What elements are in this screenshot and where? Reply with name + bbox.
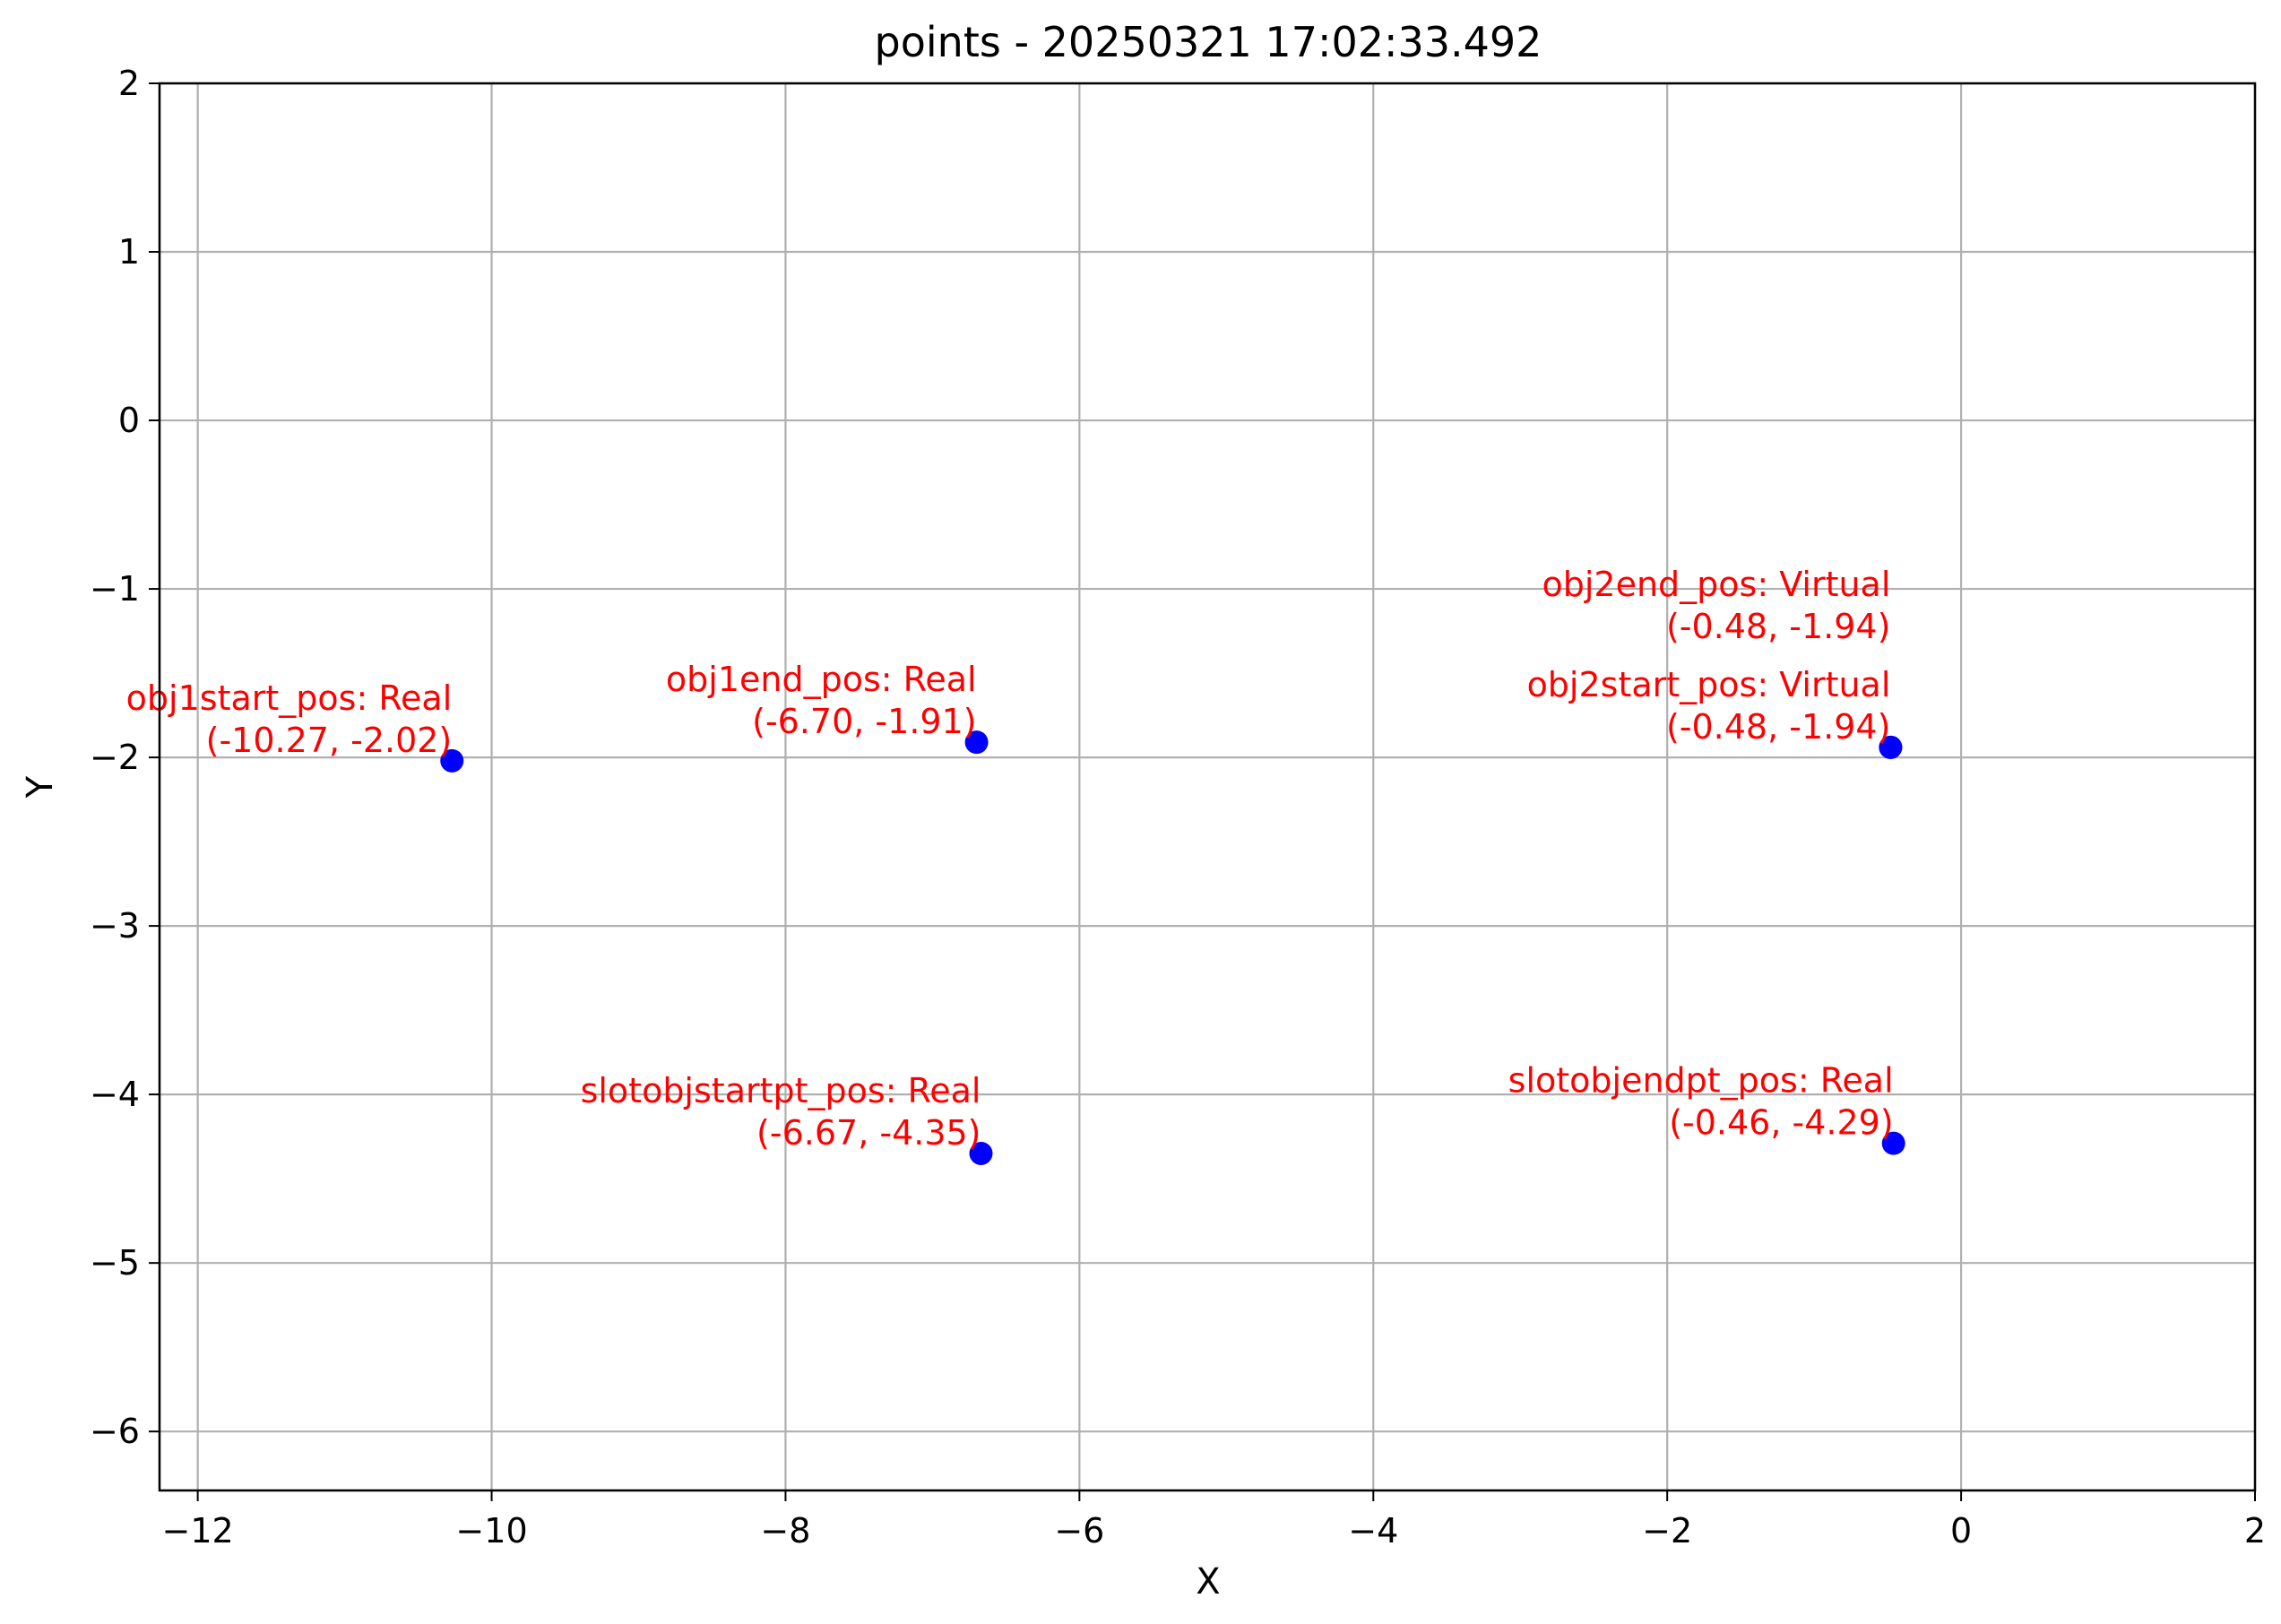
data-points <box>440 730 1905 1165</box>
x-tick-label: −2 <box>1642 1511 1692 1551</box>
data-point <box>964 730 989 755</box>
x-axis-ticks: −12 −10 −8 −6 −4 −2 0 2 <box>162 1490 2266 1551</box>
y-tick-label: 1 <box>118 232 140 272</box>
y-tick-label: −1 <box>90 569 140 609</box>
y-axis-ticks: −6 −5 −4 −3 −2 −1 0 1 2 <box>90 64 160 1451</box>
point-annotations: obj1start_pos: Real(-10.27, -2.02) obj1en… <box>126 565 1894 1153</box>
point-annotation-name: obj1end_pos: Real <box>666 660 977 699</box>
y-tick-label: 2 <box>118 64 140 103</box>
x-tick-label: −6 <box>1054 1511 1104 1551</box>
chart-title: points - 20250321 17:02:33.492 <box>875 18 1542 66</box>
x-tick-label: −4 <box>1348 1511 1398 1551</box>
x-tick-label: −8 <box>760 1511 810 1551</box>
data-point <box>1881 1131 1905 1155</box>
plot-frame <box>158 82 2257 1492</box>
grid-lines <box>160 82 2257 1490</box>
y-tick-label: −3 <box>90 906 140 946</box>
x-tick-label: 0 <box>1950 1511 1972 1551</box>
data-point <box>1879 735 1903 759</box>
point-annotation-name: obj2end_pos: Virtual <box>1542 565 1890 604</box>
point-annotation-coords: (-0.48, -1.94) <box>1666 607 1890 646</box>
point-annotation-coords: (-10.27, -2.02) <box>206 721 453 760</box>
point-annotation-coords: (-6.67, -4.35) <box>756 1113 981 1153</box>
y-tick-label: −2 <box>90 738 140 777</box>
point-annotation-name: obj2start_pos: Virtual <box>1527 665 1891 704</box>
x-tick-label: −12 <box>162 1511 234 1551</box>
point-annotation-name: slotobjstartpt_pos: Real <box>581 1071 981 1110</box>
y-axis-label: Y <box>20 775 61 799</box>
point-annotation-coords: (-0.48, -1.94) <box>1666 707 1890 747</box>
point-annotation-name: slotobjendpt_pos: Real <box>1508 1061 1894 1101</box>
x-tick-label: 2 <box>2244 1511 2266 1551</box>
point-annotation-coords: (-6.70, -1.91) <box>752 702 976 741</box>
data-point <box>440 748 464 773</box>
y-tick-label: −5 <box>90 1243 140 1283</box>
y-tick-label: 0 <box>118 401 140 440</box>
x-tick-label: −10 <box>455 1511 527 1551</box>
y-tick-label: −6 <box>90 1412 140 1451</box>
point-annotation-coords: (-0.46, -4.29) <box>1669 1103 1893 1143</box>
x-axis-label: X <box>1196 1561 1220 1602</box>
data-point <box>969 1141 993 1165</box>
point-annotation-name: obj1start_pos: Real <box>126 678 453 718</box>
y-tick-label: −4 <box>90 1075 140 1114</box>
